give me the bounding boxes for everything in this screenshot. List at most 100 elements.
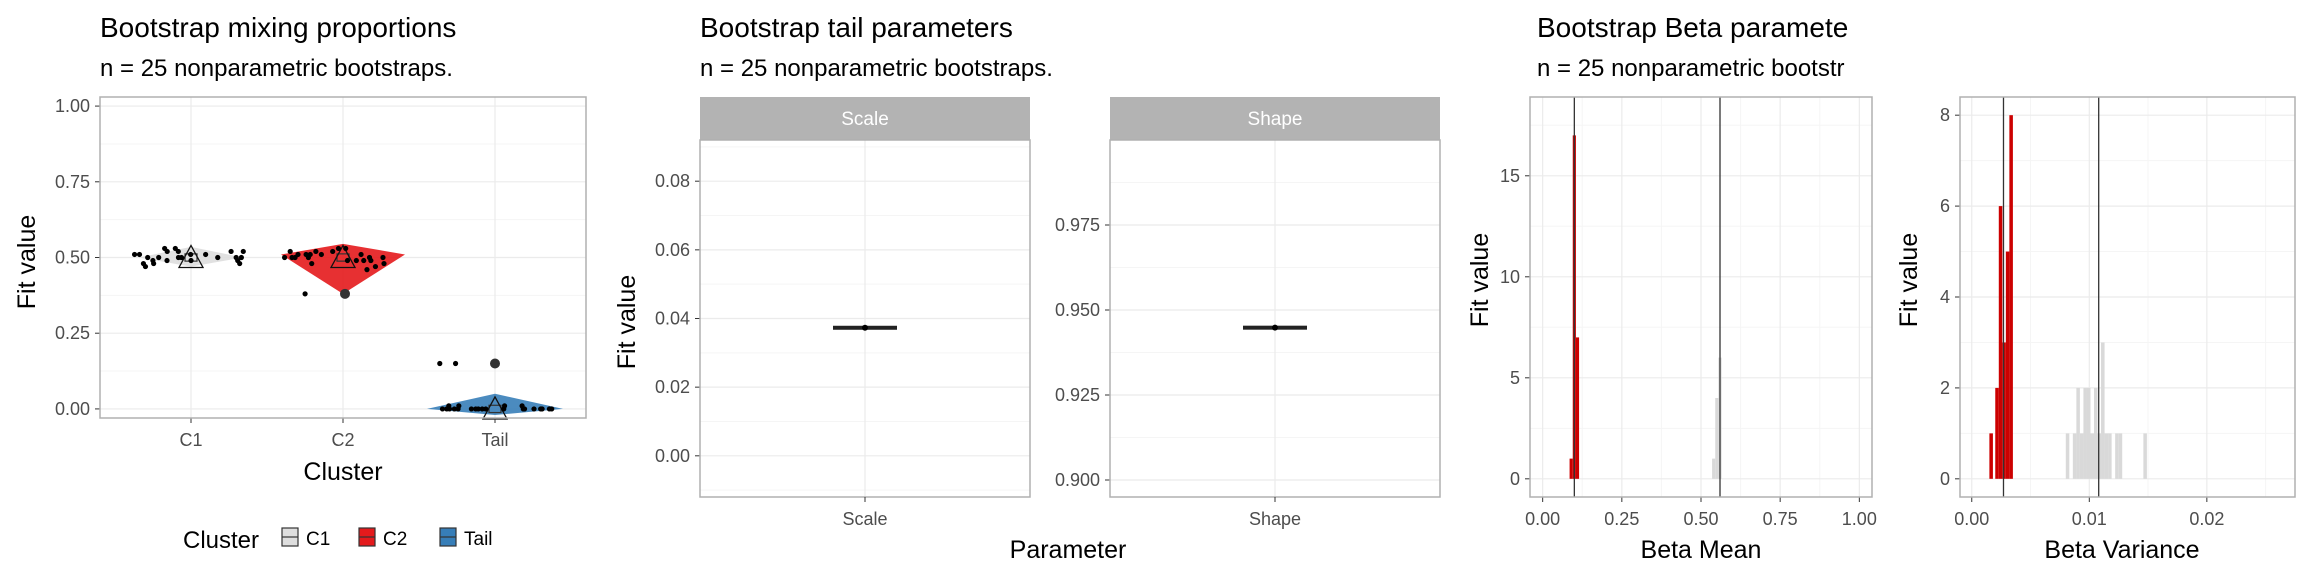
facet-y-tick-label: 0.950 [1055,300,1100,320]
data-point-tail [549,406,555,412]
beta-mean-bar-red [1569,458,1573,479]
data-point-c1 [215,254,221,261]
data-point-c1 [203,251,209,258]
mixing-x-axis-title: Cluster [303,458,382,486]
beta-mean-x-tick-label: 1.00 [1842,509,1877,529]
mean-triangle-c2 [329,244,357,269]
facet-strip-shape [1110,97,1440,140]
data-point-c1 [188,257,194,264]
data-point-c2 [287,248,293,255]
data-point-c2 [381,260,387,267]
beta-variance-bar-red [2005,251,2010,479]
beta-mean-x-tick-label: 0.50 [1683,509,1718,529]
facet-strip-label: Scale [841,109,889,130]
facet-y-tick-label: 0.900 [1055,470,1100,490]
beta-variance-y-tick-label: 6 [1940,196,1950,216]
facet-y-tick-label: 0.06 [655,240,690,260]
data-point-c2 [380,254,386,261]
mixing-x-tick-label: C2 [331,430,354,450]
data-point-tail [451,406,457,412]
violin-tail [427,393,563,415]
facet-strip-scale [700,97,1030,140]
beta-variance-bar-grey [2090,433,2094,479]
beta-variance-x-tick-label: 0.01 [2072,509,2107,529]
tail-parameters-panel: Bootstrap tail parameters n = 25 nonpara… [613,12,1441,564]
beta-variance-bar-grey [2065,433,2070,479]
facet-y-tick-label: 0.00 [655,446,690,466]
beta-variance-plot-area: 0.00 0.01 0.02 0 2 4 6 8 [1940,96,2296,529]
data-point-c1 [188,251,194,258]
mixing-subtitle: n = 25 nonparametric bootstraps. [100,55,453,82]
data-point-c1 [151,260,157,267]
facet-strip-label: Shape [1248,109,1303,130]
data-point-tail [473,406,479,412]
beta-variance-y-tick-label: 4 [1940,287,1950,307]
data-point-tail [531,406,537,412]
beta-variance-x-axis-title: Beta Variance [2044,536,2199,564]
mean-triangle-c1 [177,244,205,269]
facet-y-tick-label: 0.08 [655,171,690,191]
data-point-c2 [366,254,373,261]
beta-mean-y-tick-label: 15 [1500,166,1520,186]
data-point-c2 [313,248,319,255]
data-point-c1 [237,260,243,267]
legend-label-tail: Tail [464,529,493,550]
beta-mean-bar-grey [1715,398,1719,479]
beta-variance-bar-grey [2083,387,2087,479]
mixing-y-tick-label: 0.50 [55,248,90,268]
beta-variance-bar-grey [2094,387,2098,479]
data-point-c1 [136,251,143,258]
tail-y-axis-title: Fit value [613,275,641,369]
beta-mean-y-axis-title: Fit value [1466,233,1494,327]
facet-x-tick-label: Scale [842,509,887,529]
violin-c2 [281,243,405,294]
beta-variance-bar-red [2009,115,2013,479]
outlier-c2 [340,288,350,299]
data-point-c2 [289,254,295,261]
tail-subtitle: n = 25 nonparametric bootstraps. [700,55,1053,82]
beta-mean-x-tick-label: 0.75 [1763,509,1798,529]
beta-variance-bar-grey [2143,433,2147,479]
beta-variance-bar-red [1989,433,1993,479]
beta-mean-x-tick-label: 0.25 [1604,509,1639,529]
beta-variance-bar-red [1995,387,1999,479]
facet-y-tick-label: 0.04 [655,309,690,329]
tail-x-axis-title: Parameter [1010,536,1127,564]
data-point-c2 [302,291,308,297]
data-point-tail [501,403,508,409]
beta-variance-x-tick-label: 0.00 [1954,509,1989,529]
mixing-x-tick-label: C1 [179,430,202,450]
data-point-c1 [131,251,138,258]
beta-mean-y-tick-label: 5 [1510,368,1520,388]
tail-title: Bootstrap tail parameters [700,12,1013,43]
data-point-c2 [361,257,367,264]
beta-mean-plot-border [1529,96,1873,498]
beta-variance-bar-grey [2115,433,2119,479]
data-point-c1 [233,254,239,261]
data-point-tail [468,406,474,412]
data-point-tail [452,360,459,367]
data-point-c1 [164,248,170,255]
data-point-c1 [164,257,170,264]
beta-title: Bootstrap Beta paramete [1537,12,1848,43]
beta-variance-y-tick-label: 8 [1940,105,1950,125]
beta-variance-bar-grey [2079,433,2084,479]
data-point-tail [520,406,526,412]
data-point-c2 [353,257,359,264]
data-point-tail [446,406,453,412]
beta-variance-bar-red [1998,206,2003,479]
beta-variance-bar-grey [2118,433,2123,479]
data-point-c1 [140,260,147,267]
data-point-c2 [318,251,324,258]
beta-variance-y-axis-title: Fit value [1895,233,1923,327]
mixing-plot-area: 0.00 0.25 0.50 0.75 1.00 C1 C2 Tail [55,96,587,450]
data-point-c2 [303,251,309,258]
beta-variance-bar-grey [2104,433,2109,479]
beta-variance-x-tick-label: 0.02 [2189,509,2224,529]
tail-plot-area: Scale 0.00 0.02 0.04 0.06 0.08 Scale Shape 0.900… [655,97,1441,529]
data-point-tail [437,360,443,367]
beta-variance-bar-grey [2086,387,2091,479]
data-point-tail [483,406,489,412]
facet-y-tick-label: 0.02 [655,377,690,397]
mixing-y-axis-title: Fit value [13,215,41,309]
